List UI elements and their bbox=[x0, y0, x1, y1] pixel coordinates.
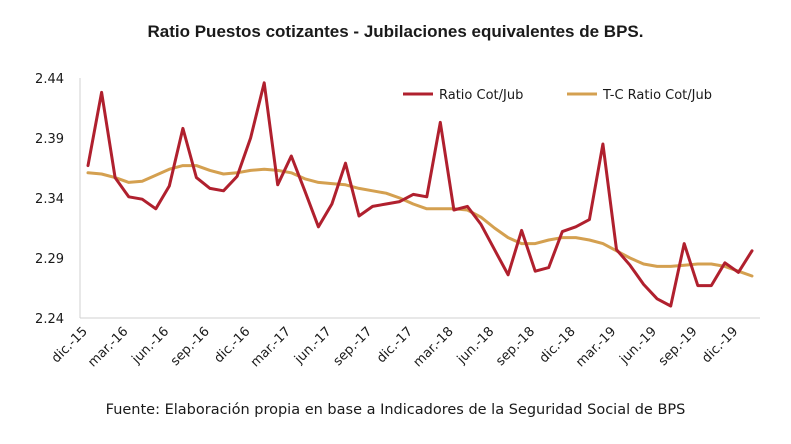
legend-label: Ratio Cot/Jub bbox=[439, 88, 523, 103]
series-line-0 bbox=[86, 81, 754, 308]
legend: Ratio Cot/Jub T-C Ratio Cot/Jub bbox=[403, 88, 712, 103]
y-tick-labels: 2.24 2.29 2.34 2.39 2.44 bbox=[35, 72, 64, 327]
x-tick-label: sep.-19 bbox=[656, 324, 701, 369]
x-tick-label: sep.-16 bbox=[168, 324, 213, 369]
x-tick-label: mar.-18 bbox=[411, 324, 457, 370]
x-tick-labels: dic.-15mar.-16jun.-16sep.-16dic.-16mar.-… bbox=[49, 324, 741, 370]
source-note: Fuente: Elaboración propia en base a Ind… bbox=[105, 402, 686, 418]
x-tick-label: jun.-16 bbox=[129, 324, 172, 367]
x-tick-label: jun.-18 bbox=[454, 324, 497, 367]
y-tick-label: 2.39 bbox=[35, 132, 64, 147]
x-tick-label: jun.-19 bbox=[617, 324, 660, 367]
chart-title: Ratio Puestos cotizantes - Jubilaciones … bbox=[147, 22, 644, 41]
x-tick-label: sep.-17 bbox=[331, 324, 376, 369]
x-tick-label: dic.-19 bbox=[699, 324, 741, 366]
y-tick-label: 2.44 bbox=[35, 72, 64, 87]
series-line-1 bbox=[86, 164, 754, 278]
y-tick-label: 2.24 bbox=[35, 312, 64, 327]
x-tick-label: sep.-18 bbox=[493, 324, 538, 369]
legend-label: T-C Ratio Cot/Jub bbox=[602, 88, 712, 103]
x-tick-label: jun.-17 bbox=[291, 324, 334, 367]
x-tick-label: mar.-19 bbox=[573, 324, 619, 370]
y-tick-label: 2.34 bbox=[35, 192, 64, 207]
y-tick-label: 2.29 bbox=[35, 252, 64, 267]
x-tick-label: mar.-17 bbox=[248, 324, 294, 370]
x-tick-label: mar.-16 bbox=[85, 324, 131, 370]
series-lines bbox=[86, 81, 754, 308]
